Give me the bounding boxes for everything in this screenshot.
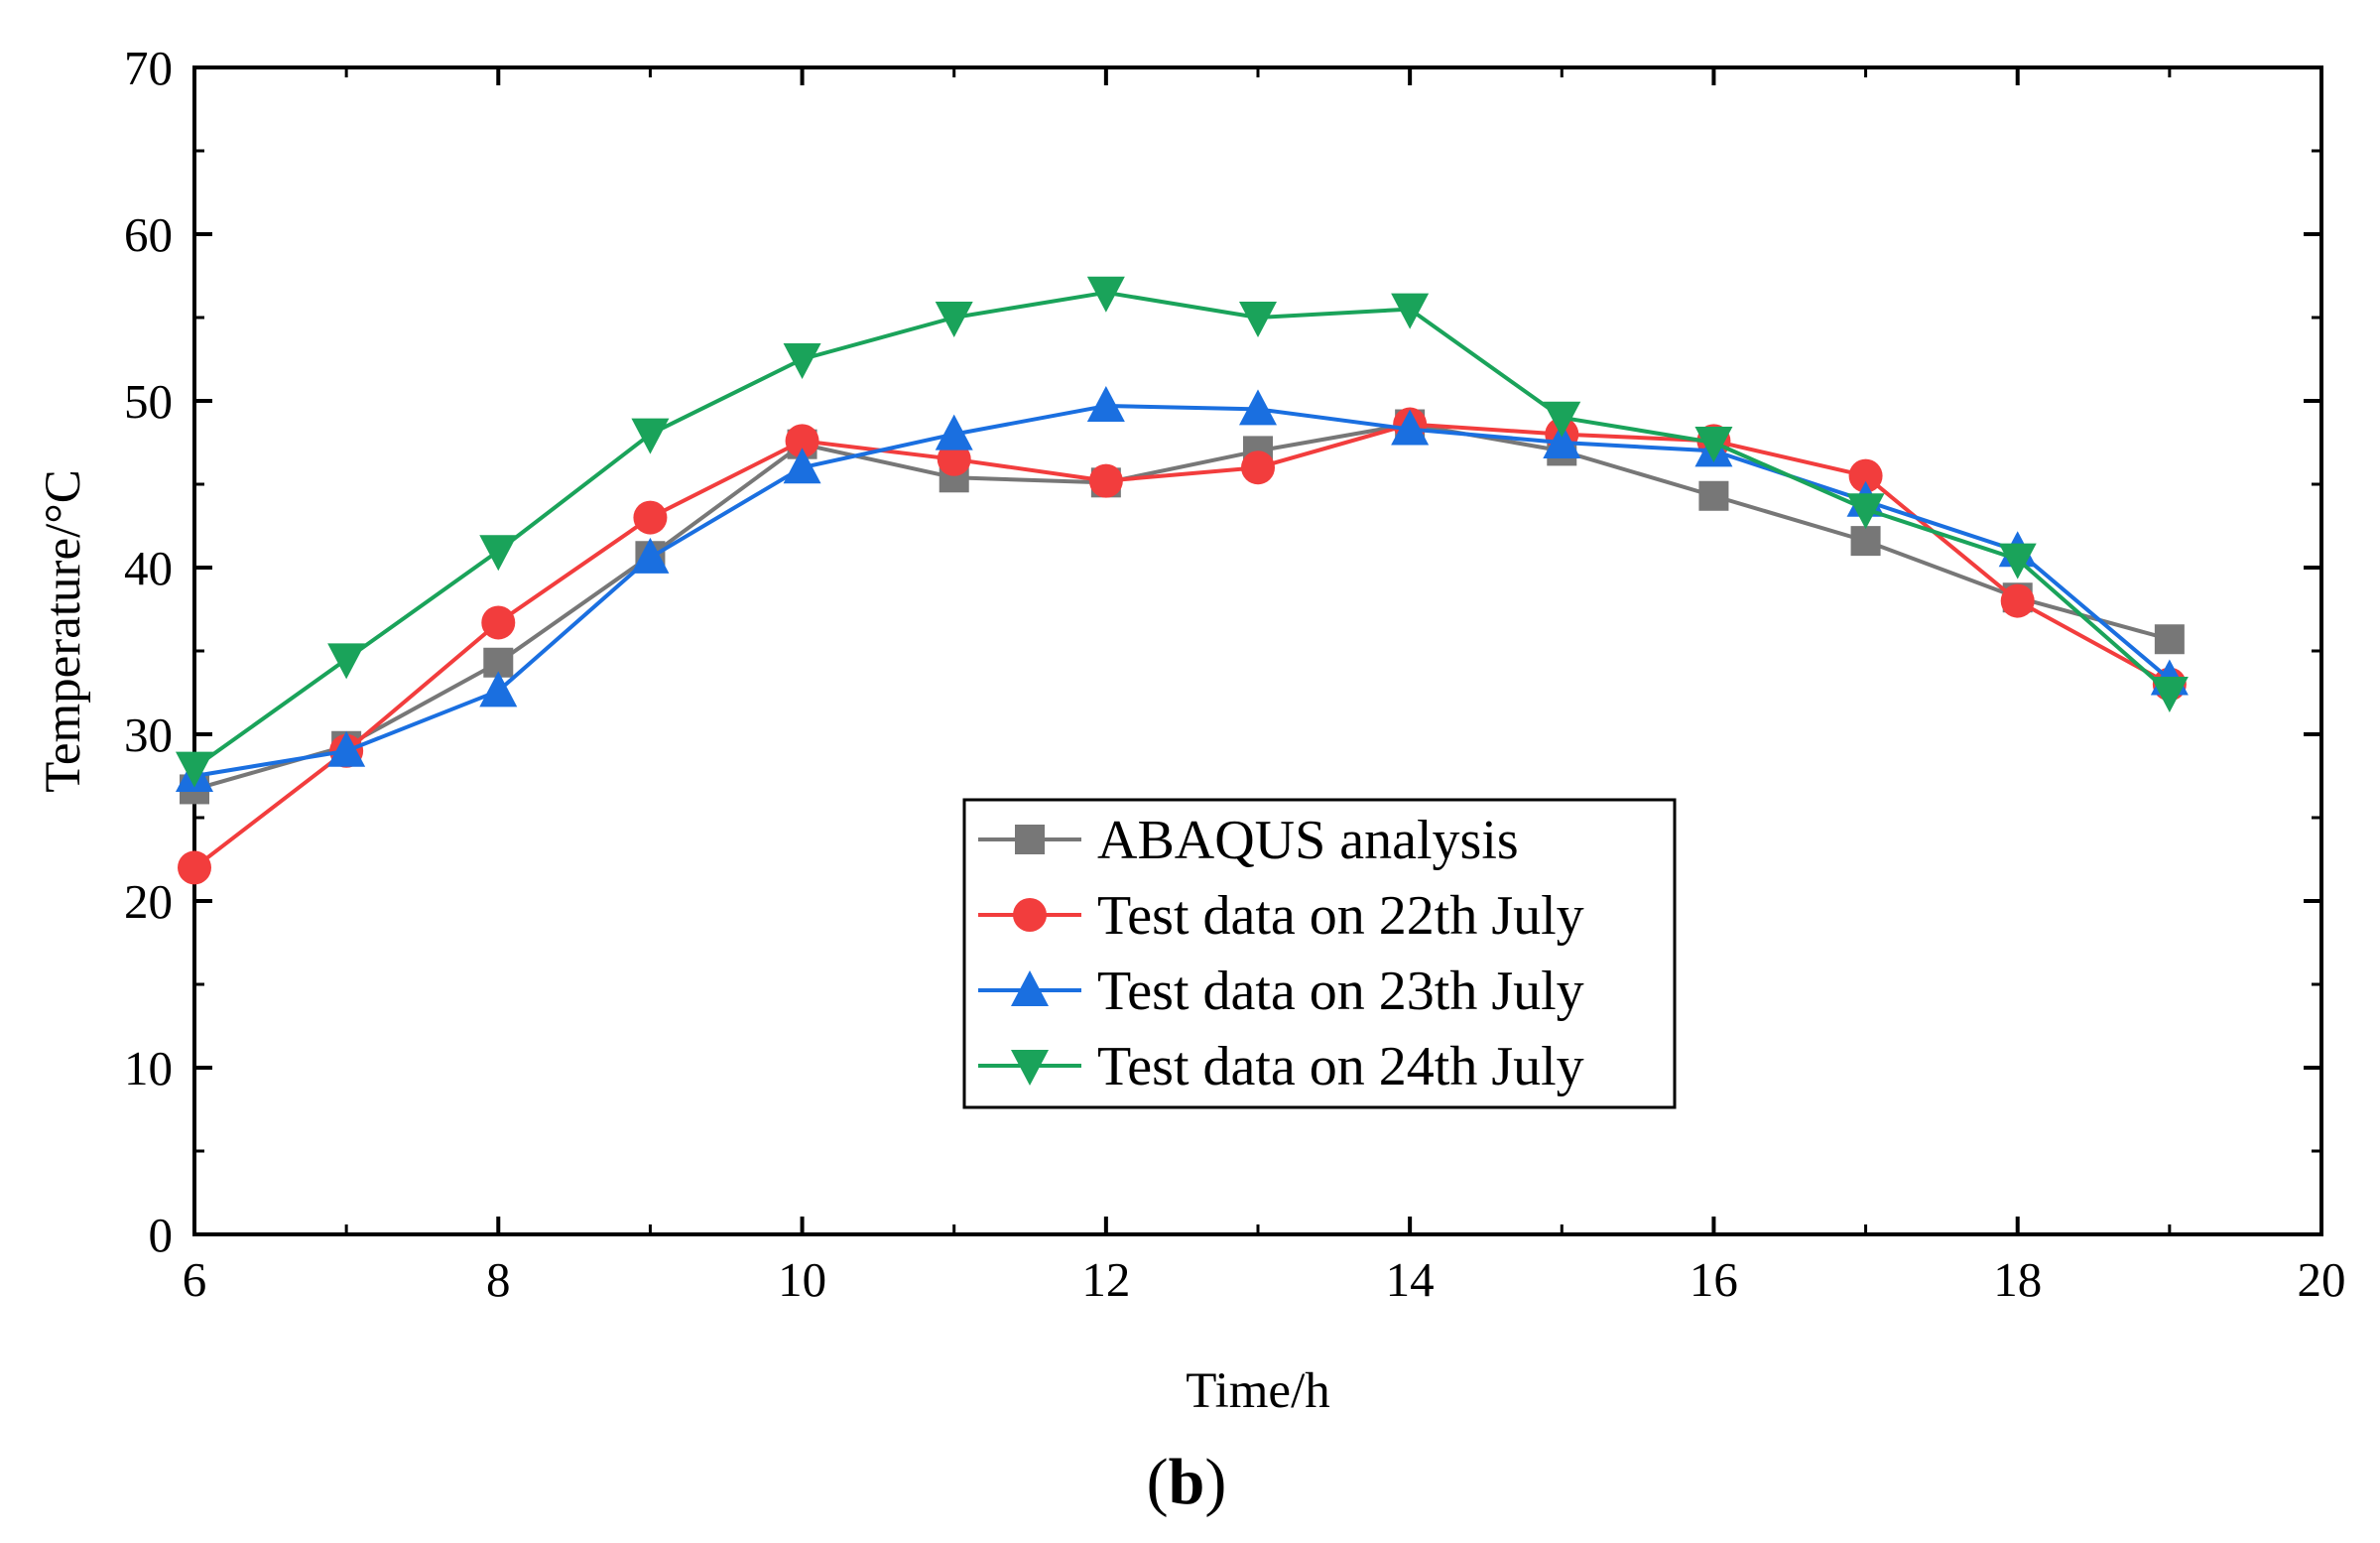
legend-marker xyxy=(1013,898,1047,932)
y-tick-label: 20 xyxy=(124,874,173,929)
legend-label: Test data on 24th July xyxy=(1097,1036,1584,1097)
data-point xyxy=(1239,389,1277,426)
data-point xyxy=(479,671,518,707)
series-3 xyxy=(176,386,2189,792)
legend-item: Test data on 23th July xyxy=(978,961,1584,1022)
data-point xyxy=(633,500,668,535)
legend-label: Test data on 23th July xyxy=(1097,961,1584,1022)
data-point xyxy=(2150,677,2189,712)
x-tick-label: 20 xyxy=(2298,1252,2346,1307)
data-point xyxy=(1241,450,1275,485)
data-point xyxy=(1694,427,1733,462)
data-point xyxy=(1239,302,1277,337)
x-tick-label: 8 xyxy=(486,1252,511,1307)
legend: ABAQUS analysis Test data on 22th July Tes… xyxy=(962,798,1677,1109)
data-point xyxy=(785,424,819,458)
data-point xyxy=(1086,386,1125,423)
legend-box xyxy=(962,798,1677,1109)
legend-label: ABAQUS analysis xyxy=(1097,810,1519,871)
series-line xyxy=(192,422,2171,869)
series-4 xyxy=(176,276,2189,788)
y-tick-label: 60 xyxy=(124,207,173,262)
legend-marker xyxy=(1011,1050,1049,1086)
y-tick-label: 30 xyxy=(124,707,173,762)
x-axis-title: Time/h xyxy=(1186,1363,1330,1419)
data-point xyxy=(1543,423,1581,458)
data-point xyxy=(1848,458,1883,493)
data-point xyxy=(783,343,821,379)
data-point xyxy=(1850,526,1881,557)
data-point xyxy=(631,537,670,574)
data-point xyxy=(1998,543,2037,579)
data-point xyxy=(176,751,213,788)
data-point xyxy=(2154,624,2185,655)
legend-item: Test data on 24th July xyxy=(978,1036,1584,1097)
legend-marker xyxy=(1011,970,1049,1006)
y-tick-label: 50 xyxy=(124,374,173,429)
x-tick-label: 10 xyxy=(778,1252,826,1307)
y-tick-label: 70 xyxy=(124,41,173,95)
data-point xyxy=(479,535,518,572)
data-point xyxy=(631,418,670,454)
data-point xyxy=(937,442,971,476)
data-point xyxy=(1698,480,1729,511)
series-layer xyxy=(176,276,2189,885)
y-tick-label: 10 xyxy=(124,1041,173,1095)
series-line xyxy=(193,404,2172,778)
data-point xyxy=(1543,401,1581,438)
legend-label: Test data on 22th July xyxy=(1097,885,1584,947)
legend-item: Test data on 22th July xyxy=(978,885,1584,947)
data-point xyxy=(327,730,366,767)
legend-marker xyxy=(1015,825,1045,854)
x-tick-label: 18 xyxy=(1993,1252,2042,1307)
x-tick-label: 6 xyxy=(183,1252,207,1307)
data-point xyxy=(1086,276,1125,313)
data-point xyxy=(1391,293,1430,329)
series-line xyxy=(193,422,2171,792)
data-point xyxy=(178,850,211,885)
x-tick-label: 14 xyxy=(1386,1252,1435,1307)
data-point xyxy=(1846,493,1885,530)
y-tick-label: 0 xyxy=(149,1208,174,1262)
data-point xyxy=(1088,463,1123,498)
data-point xyxy=(783,448,821,484)
data-point xyxy=(2000,583,2035,618)
data-point xyxy=(327,643,366,680)
legend-item: ABAQUS analysis xyxy=(978,810,1519,871)
data-point xyxy=(935,414,973,450)
series-1 xyxy=(180,409,2185,805)
y-tick-label: 40 xyxy=(124,541,173,595)
data-point xyxy=(935,302,973,337)
plot-area: 6 8 10 12 14 16 18 20 0 10 20 30 40 50 60 70 xyxy=(124,41,2346,1307)
x-tick-label: 16 xyxy=(1690,1252,1738,1307)
panel-label: (b) xyxy=(1147,1446,1227,1518)
data-point xyxy=(1391,409,1430,446)
series-line xyxy=(192,290,2172,770)
y-axis-title: Temperature/°C xyxy=(36,469,91,793)
x-tick-label: 12 xyxy=(1081,1252,1130,1307)
data-point xyxy=(481,605,516,640)
